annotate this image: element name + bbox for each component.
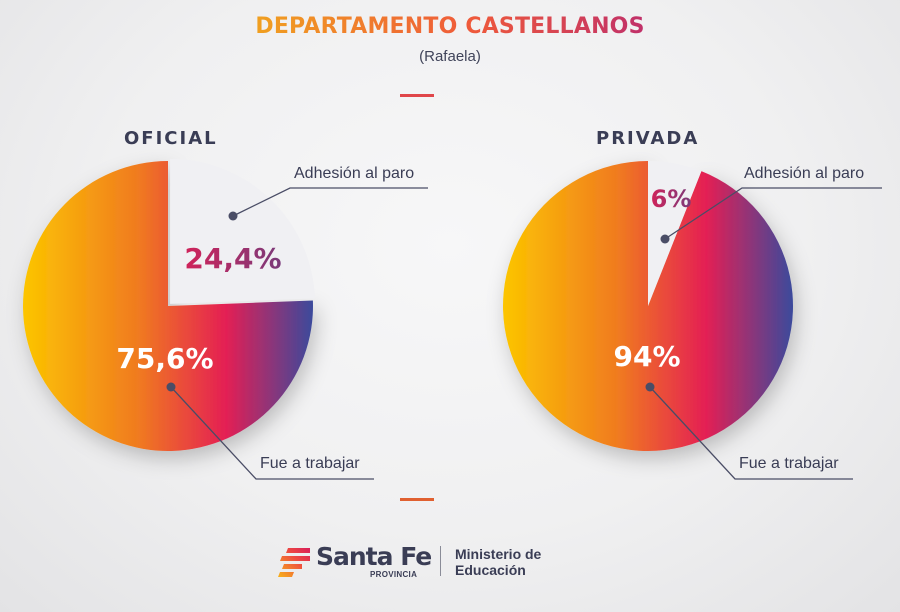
- ministry-name: Ministerio de Educación: [455, 546, 541, 578]
- divider-bottom: [400, 498, 434, 501]
- logo-name: Santa Fe: [316, 542, 432, 571]
- divider-top: [400, 94, 434, 97]
- pie-privada: 6% 94% Adhesión al paro Fue a trabajar: [502, 161, 882, 480]
- leader-line-trabajar: [649, 386, 853, 480]
- ministry-line-2: Educación: [455, 562, 526, 578]
- legend-label-adhesion: Adhesión al paro: [744, 165, 864, 182]
- pie-slice-fue-a-trabajar: [502, 161, 793, 451]
- chart-title-privada: PRIVADA: [596, 128, 700, 149]
- leader-line-trabajar: [170, 386, 374, 480]
- santa-fe-logo: Santa Fe PROVINCIA Ministerio de Educaci…: [278, 542, 568, 582]
- value-label-adhesion: 24,4%: [184, 242, 281, 275]
- legend-label-trabajar: Fue a trabajar: [739, 455, 839, 472]
- pie-slice-adhesion-al-paro: [648, 161, 702, 306]
- pie-slice-fue-a-trabajar: [22, 161, 313, 451]
- santa-fe-flag-icon: [278, 548, 310, 577]
- leader-dot-trabajar: [166, 382, 176, 392]
- value-label-trabajar: 75,6%: [116, 342, 213, 375]
- leader-dot-adhesion: [228, 211, 238, 221]
- leader-line-adhesion: [664, 187, 882, 240]
- leader-dot-trabajar: [645, 382, 655, 392]
- pie-slice-adhesion-al-paro: [170, 158, 315, 304]
- page-title: DEPARTAMENTO CASTELLANOS: [255, 14, 645, 39]
- logo-separator: [440, 546, 441, 576]
- value-label-adhesion: 6%: [651, 185, 692, 213]
- ministry-line-1: Ministerio de: [455, 546, 542, 562]
- leader-dot-adhesion: [660, 234, 670, 244]
- logo-subtitle: PROVINCIA: [370, 570, 418, 579]
- chart-title-oficial: OFICIAL: [124, 128, 218, 149]
- legend-label-trabajar: Fue a trabajar: [260, 455, 360, 472]
- leader-line-adhesion: [232, 187, 428, 217]
- page-subtitle: (Rafaela): [419, 48, 481, 65]
- pie-oficial: 24,4% 75,6% Adhesión al paro Fue a trabajar: [22, 158, 428, 480]
- legend-label-adhesion: Adhesión al paro: [294, 165, 414, 182]
- value-label-trabajar: 94%: [613, 340, 680, 373]
